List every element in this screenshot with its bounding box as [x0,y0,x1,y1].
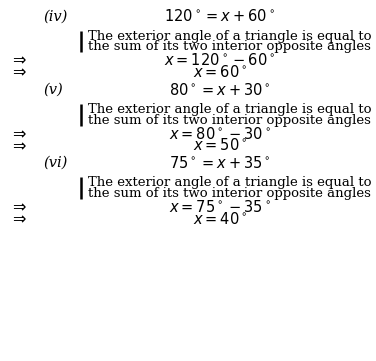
Text: The exterior angle of a triangle is equal to: The exterior angle of a triangle is equa… [88,30,372,43]
Text: $x = 50^\circ$: $x = 50^\circ$ [193,138,247,153]
Text: $120^\circ = x + 60^\circ$: $120^\circ = x + 60^\circ$ [164,8,276,24]
Text: $80^\circ = x + 30^\circ$: $80^\circ = x + 30^\circ$ [169,82,271,97]
Text: $x = 75^\circ - 35^\circ$: $x = 75^\circ - 35^\circ$ [169,199,271,215]
Text: the sum of its two interior opposite angles: the sum of its two interior opposite ang… [88,40,371,53]
Text: $\Rightarrow$: $\Rightarrow$ [9,137,27,154]
Text: the sum of its two interior opposite angles: the sum of its two interior opposite ang… [88,187,371,200]
Text: The exterior angle of a triangle is equal to: The exterior angle of a triangle is equa… [88,176,372,189]
Text: $x = 80^\circ - 30^\circ$: $x = 80^\circ - 30^\circ$ [169,126,271,142]
Text: $\Rightarrow$: $\Rightarrow$ [9,198,27,216]
Text: $\Rightarrow$: $\Rightarrow$ [9,125,27,142]
Text: $\Rightarrow$: $\Rightarrow$ [9,64,27,81]
Text: $\Rightarrow$: $\Rightarrow$ [9,210,27,227]
Text: (iv): (iv) [43,9,68,23]
Text: the sum of its two interior opposite angles: the sum of its two interior opposite ang… [88,114,371,127]
Text: $75^\circ = x + 35^\circ$: $75^\circ = x + 35^\circ$ [169,155,271,171]
Text: (v): (v) [43,83,63,96]
Text: $x = 120^\circ - 60^\circ$: $x = 120^\circ - 60^\circ$ [164,52,276,68]
Text: The exterior angle of a triangle is equal to: The exterior angle of a triangle is equa… [88,103,372,116]
Text: $\Rightarrow$: $\Rightarrow$ [9,52,27,69]
Text: (vi): (vi) [43,156,68,170]
Text: $x = 60^\circ$: $x = 60^\circ$ [193,64,247,80]
Text: $x = 40^\circ$: $x = 40^\circ$ [193,211,247,227]
